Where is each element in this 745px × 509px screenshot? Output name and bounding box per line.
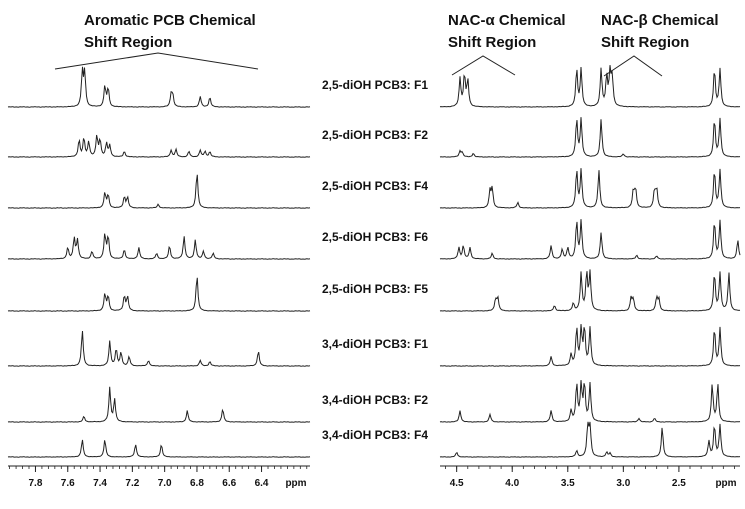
nac-alpha-region-label-line1: NAC-α Chemical — [448, 12, 566, 29]
spectra-group: 2,5-diOH PCB3: F1 2,5-diOH PCB3: F2 2,5-di… — [7, 65, 741, 458]
right-tick-label: 4.0 — [505, 478, 519, 489]
spectrum-left-7 — [7, 386, 311, 423]
nac-alpha-region-label-line2: Shift Region — [448, 34, 536, 51]
left-tick-label: 7.2 — [125, 478, 139, 489]
axes-group: 7.8 7.6 7.4 7.2 7.0 6.8 6.6 6.4 ppm 4.5 4.0 3.5 3.0 2… — [8, 465, 740, 489]
aromatic-region-label-line2: Shift Region — [84, 34, 172, 51]
sample-label-6: 3,4-diOH PCB3: F1 — [322, 337, 428, 351]
spectrum-right-5 — [439, 269, 741, 312]
spectrum-right-1 — [439, 65, 741, 108]
spectrum-right-3 — [439, 168, 741, 209]
spectrum-left-2 — [7, 134, 311, 158]
spectrum-left-8 — [7, 439, 311, 458]
sample-label-4: 2,5-diOH PCB3: F6 — [322, 230, 428, 244]
left-tick-label: 7.4 — [93, 478, 107, 489]
spectrum-left-3 — [7, 174, 311, 209]
sample-label-3: 2,5-diOH PCB3: F4 — [322, 179, 428, 193]
sample-label-2: 2,5-diOH PCB3: F2 — [322, 128, 428, 142]
spectrum-right-6 — [439, 324, 741, 367]
right-tick-label: 3.0 — [616, 478, 630, 489]
nac-beta-region-label-line2: Shift Region — [601, 34, 689, 51]
right-tick-label: 2.5 — [672, 478, 686, 489]
sample-label-1: 2,5-diOH PCB3: F1 — [322, 78, 428, 92]
spectrum-left-1 — [7, 66, 311, 108]
left-tick-label: 6.4 — [255, 478, 269, 489]
nac-alpha-region-bracket — [451, 55, 516, 76]
annotations: Aromatic PCB Chemical Shift Region NAC-α… — [54, 12, 719, 77]
sample-label-8: 3,4-diOH PCB3: F4 — [322, 428, 428, 442]
spectrum-right-7 — [439, 380, 741, 423]
spectrum-right-2 — [439, 117, 741, 158]
spectrum-right-4 — [439, 219, 741, 260]
left-tick-label: 7.6 — [61, 478, 75, 489]
spectrum-left-5 — [7, 277, 311, 312]
left-tick-label: 6.8 — [190, 478, 204, 489]
aromatic-region-bracket — [54, 52, 259, 70]
nac-beta-region-bracket — [603, 55, 663, 77]
spectrum-left-6 — [7, 330, 311, 367]
spectrum-right-8 — [439, 421, 741, 458]
left-tick-label: 7.8 — [29, 478, 43, 489]
left-xlabel: ppm — [285, 478, 306, 489]
spectrum-left-4 — [7, 233, 311, 260]
sample-label-7: 3,4-diOH PCB3: F2 — [322, 393, 428, 407]
left-tick-label: 6.6 — [222, 478, 236, 489]
right-xlabel: ppm — [715, 478, 736, 489]
right-tick-label: 4.5 — [450, 478, 464, 489]
sample-label-5: 2,5-diOH PCB3: F5 — [322, 282, 428, 296]
nac-beta-region-label-line1: NAC-β Chemical — [601, 12, 719, 29]
aromatic-region-label-line1: Aromatic PCB Chemical — [84, 12, 256, 29]
right-tick-label: 3.5 — [561, 478, 575, 489]
left-tick-label: 7.0 — [158, 478, 172, 489]
